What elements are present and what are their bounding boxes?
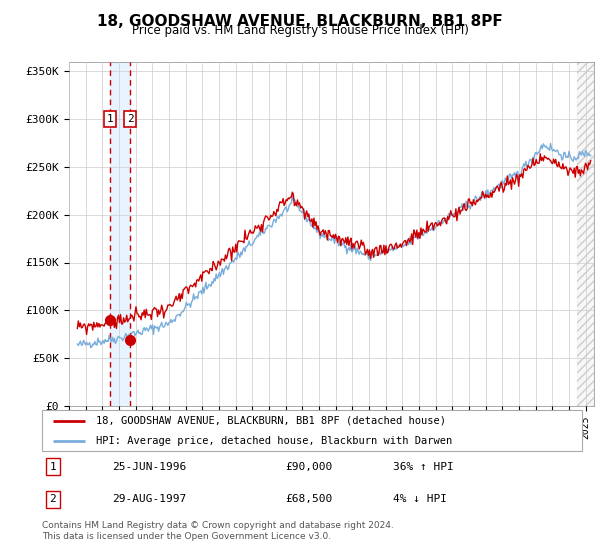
Text: 36% ↑ HPI: 36% ↑ HPI	[393, 461, 454, 472]
Bar	[110, 62, 130, 406]
Text: 2: 2	[49, 494, 56, 505]
Text: 4% ↓ HPI: 4% ↓ HPI	[393, 494, 447, 505]
Text: 1: 1	[107, 114, 114, 124]
Bar	[577, 62, 594, 406]
Text: Price paid vs. HM Land Registry's House Price Index (HPI): Price paid vs. HM Land Registry's House …	[131, 24, 469, 37]
Text: Contains HM Land Registry data © Crown copyright and database right 2024.: Contains HM Land Registry data © Crown c…	[42, 521, 394, 530]
Bar	[577, 62, 594, 406]
FancyBboxPatch shape	[42, 410, 582, 451]
Text: £90,000: £90,000	[285, 461, 332, 472]
Text: 29-AUG-1997: 29-AUG-1997	[112, 494, 187, 505]
Text: This data is licensed under the Open Government Licence v3.0.: This data is licensed under the Open Gov…	[42, 532, 331, 541]
Text: 18, GOODSHAW AVENUE, BLACKBURN, BB1 8PF: 18, GOODSHAW AVENUE, BLACKBURN, BB1 8PF	[97, 14, 503, 29]
Text: 25-JUN-1996: 25-JUN-1996	[112, 461, 187, 472]
Text: £68,500: £68,500	[285, 494, 332, 505]
Text: 18, GOODSHAW AVENUE, BLACKBURN, BB1 8PF (detached house): 18, GOODSHAW AVENUE, BLACKBURN, BB1 8PF …	[96, 416, 446, 426]
Text: 2: 2	[127, 114, 133, 124]
Text: 1: 1	[49, 461, 56, 472]
Text: HPI: Average price, detached house, Blackburn with Darwen: HPI: Average price, detached house, Blac…	[96, 436, 452, 446]
